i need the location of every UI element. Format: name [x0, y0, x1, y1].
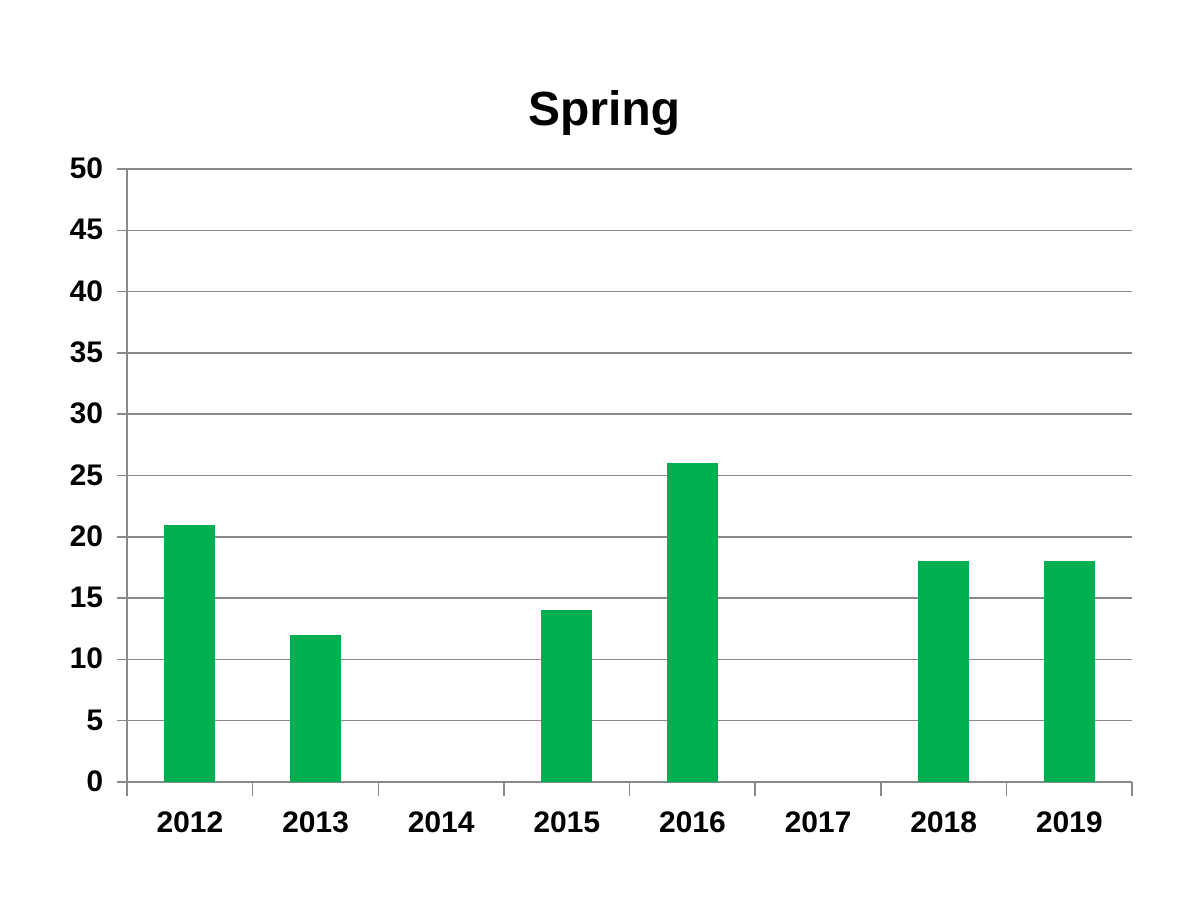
y-tick-label: 25 — [69, 458, 103, 492]
x-tick-label: 2017 — [784, 806, 852, 839]
x-tick-label: 2014 — [407, 806, 475, 839]
gridline — [117, 290, 1132, 293]
gridline — [117, 719, 1132, 722]
gridline — [117, 597, 1132, 599]
bar-2012 — [164, 524, 216, 782]
y-tick-label: 30 — [69, 397, 103, 431]
y-tick-label: 20 — [69, 519, 103, 553]
x-tick-label: 2013 — [282, 806, 349, 839]
x-tick-label: 2018 — [910, 806, 977, 839]
x-axis-tick — [377, 782, 379, 796]
gridline — [117, 658, 1132, 661]
x-axis-tick — [880, 782, 882, 796]
bar-2018 — [918, 561, 970, 782]
x-axis-tick — [1005, 782, 1008, 796]
bar-2016 — [666, 463, 718, 782]
gridline — [117, 352, 1132, 354]
x-axis-tick — [503, 782, 505, 796]
x-tick-label: 2016 — [658, 806, 726, 839]
y-tick-label: 50 — [69, 152, 103, 185]
gridline — [117, 168, 1132, 170]
y-tick-label: 5 — [86, 703, 103, 737]
x-tick-label: 2019 — [1035, 806, 1103, 839]
x-axis-tick — [628, 782, 631, 796]
gridline — [117, 536, 1132, 538]
bar-2015 — [541, 610, 593, 782]
y-tick-label: 0 — [86, 765, 103, 798]
y-axis-line — [126, 169, 128, 796]
gridline — [117, 413, 1132, 415]
x-axis-tick — [754, 782, 756, 796]
bar-2013 — [289, 634, 341, 782]
y-tick-label: 15 — [69, 581, 103, 615]
x-axis-tick — [251, 782, 254, 796]
y-tick-label: 35 — [69, 335, 103, 369]
x-tick-label: 2012 — [156, 806, 224, 839]
chart-title: Spring — [528, 83, 680, 136]
y-tick-label: 40 — [69, 274, 103, 308]
y-tick-label: 10 — [69, 642, 103, 676]
gridline — [117, 229, 1132, 232]
gridline — [117, 781, 1132, 783]
y-tick-label: 45 — [69, 213, 103, 247]
x-tick-label: 2015 — [533, 806, 601, 839]
x-axis-tick — [1131, 782, 1133, 796]
bar-2019 — [1043, 561, 1095, 782]
gridline — [117, 474, 1132, 477]
